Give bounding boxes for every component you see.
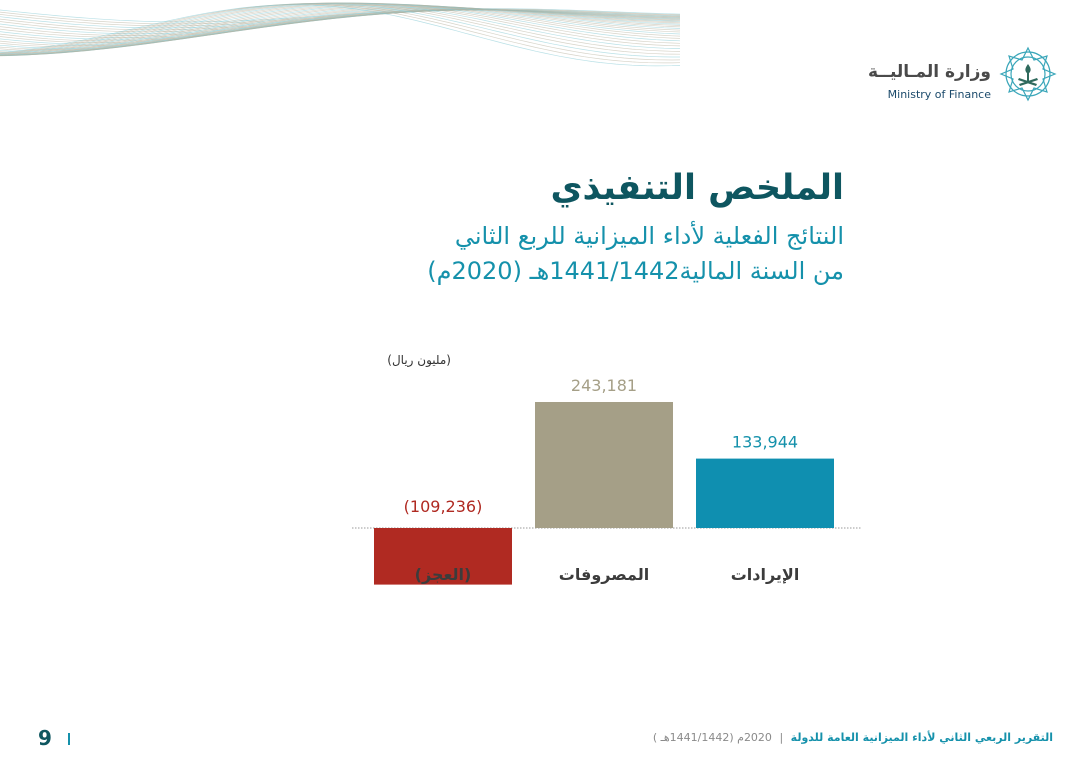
bar-deficit	[374, 528, 512, 585]
ministry-name-arabic: وزارة المـاليــة	[868, 62, 991, 82]
bar-expenditures	[535, 402, 673, 528]
page-number: 9	[38, 726, 52, 750]
wave-line	[0, 4, 680, 67]
footer-report-title: التقرير الربعي الثاني لأداء الميزانية ال…	[790, 731, 1053, 744]
wave-line	[0, 2, 680, 58]
wave-line	[0, 2, 680, 56]
footer-separator: |	[779, 731, 784, 744]
page-subtitle-line1: النتائج الفعلية لأداء الميزانية للربع ال…	[454, 222, 844, 250]
page-number-divider	[68, 733, 70, 745]
category-label-expenditures: المصروفات	[559, 565, 649, 584]
wave-line	[0, 3, 680, 64]
footer-date: 2020م (1441/1442هـ )	[652, 731, 772, 744]
ministry-logo: وزارة المـاليــة Ministry of Finance	[857, 44, 1057, 104]
page-subtitle-line2: من السنة المالية1441/1442هـ (2020م)	[427, 257, 844, 285]
bar-revenues	[696, 458, 834, 528]
wave-line	[0, 4, 680, 54]
value-label-expenditures: 243,181	[571, 376, 637, 395]
decorative-wave-graphic	[0, 2, 680, 67]
ministry-name-english: Ministry of Finance	[887, 88, 991, 101]
value-label-revenues: 133,944	[732, 433, 798, 452]
value-label-deficit: (109,236)	[404, 497, 483, 516]
wave-line	[0, 3, 680, 55]
category-label-revenues: الإيرادات	[731, 565, 800, 584]
ministry-emblem-icon	[999, 46, 1057, 102]
wave-line	[0, 3, 680, 61]
chart-unit-label: (مليون ريال)	[387, 353, 451, 367]
footer-report-info: التقرير الربعي الثاني لأداء الميزانية ال…	[653, 731, 1053, 744]
category-label-deficit: (العجز)	[415, 565, 472, 584]
page-title: الملخص التنفيذي	[550, 168, 844, 208]
